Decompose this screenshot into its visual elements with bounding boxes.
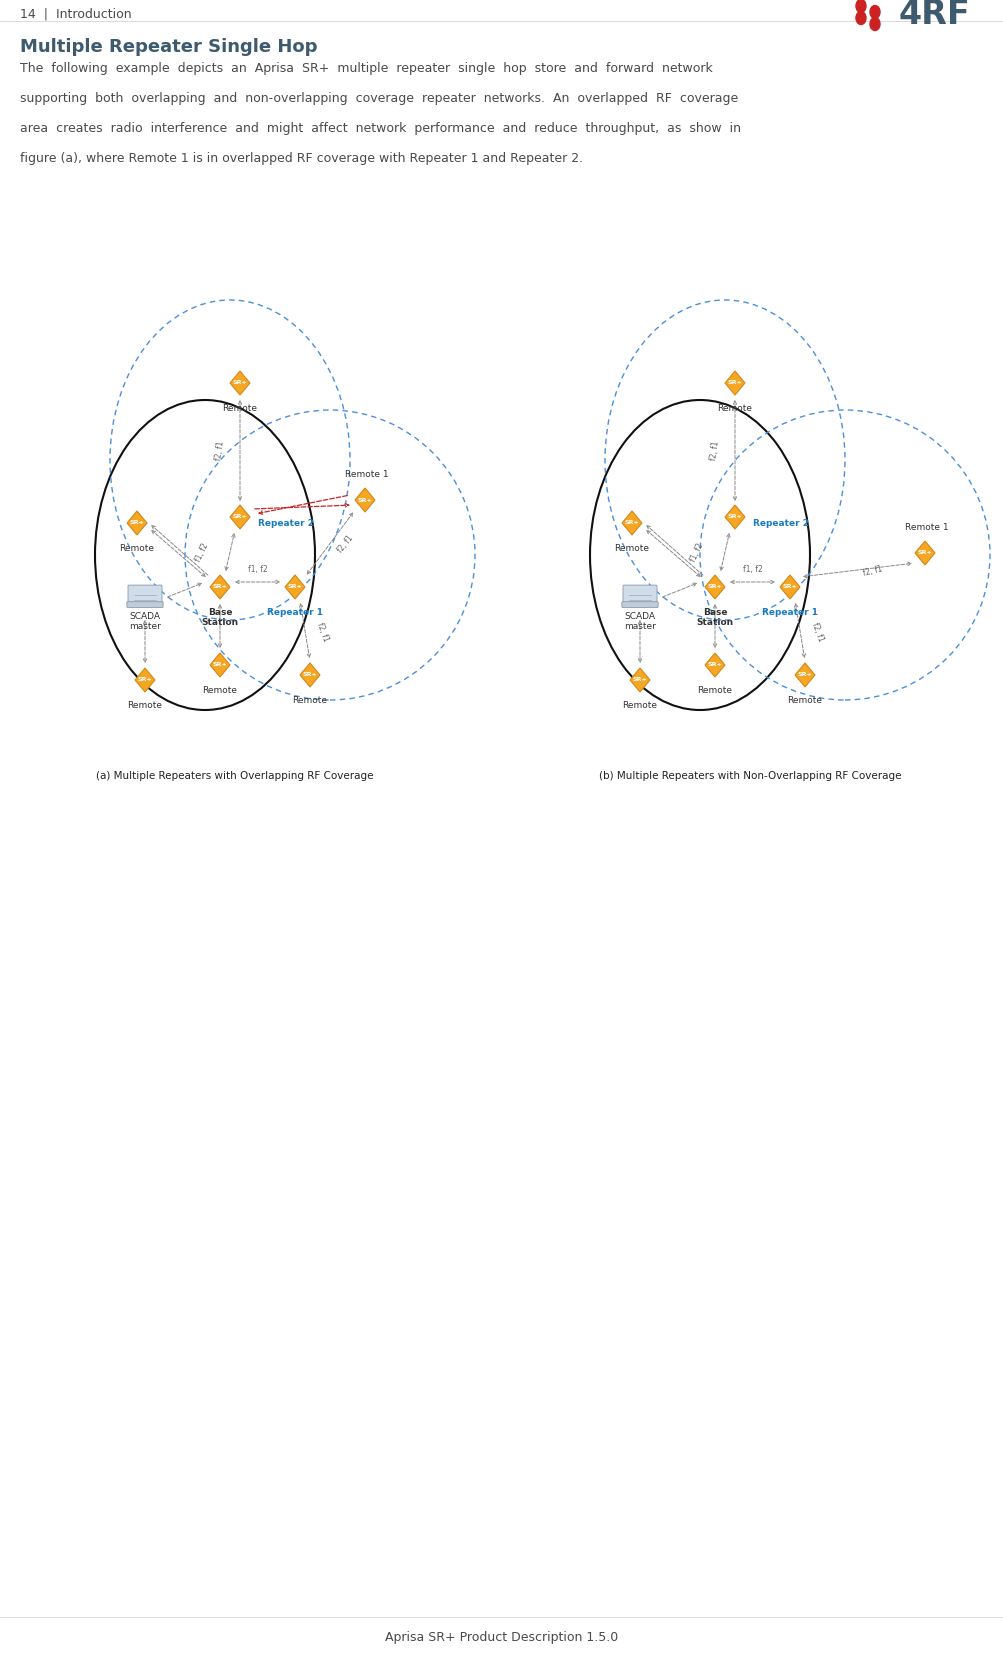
Polygon shape (134, 669, 154, 692)
Text: SR+: SR+ (707, 662, 721, 667)
Text: SR+: SR+ (727, 515, 741, 520)
Polygon shape (629, 669, 649, 692)
Text: SR+: SR+ (357, 496, 372, 501)
Text: (a) Multiple Repeaters with Overlapping RF Coverage: (a) Multiple Repeaters with Overlapping … (96, 771, 373, 781)
Text: figure (a), where Remote 1 is in overlapped RF coverage with Repeater 1 and Repe: figure (a), where Remote 1 is in overlap… (20, 152, 583, 166)
Text: SR+: SR+ (213, 662, 227, 667)
Polygon shape (355, 488, 375, 513)
Text: f2, f1: f2, f1 (335, 533, 354, 554)
Text: Remote: Remote (292, 695, 327, 705)
Text: 14  |  Introduction: 14 | Introduction (20, 8, 131, 22)
Text: Repeater 2: Repeater 2 (752, 518, 808, 528)
Text: SR+: SR+ (129, 520, 144, 525)
FancyBboxPatch shape (623, 586, 656, 604)
Text: SR+: SR+ (917, 549, 932, 554)
Text: Multiple Repeater Single Hop: Multiple Repeater Single Hop (20, 38, 317, 56)
Polygon shape (126, 511, 146, 536)
Polygon shape (230, 506, 250, 530)
Polygon shape (210, 654, 230, 677)
Text: Remote: Remote (786, 695, 821, 705)
Text: SR+: SR+ (707, 584, 721, 589)
Text: SR+: SR+ (624, 520, 639, 525)
Text: f1, f2: f1, f2 (742, 564, 761, 574)
Text: (b) Multiple Repeaters with Non-Overlapping RF Coverage: (b) Multiple Repeaters with Non-Overlapp… (598, 771, 901, 781)
Polygon shape (285, 576, 305, 599)
Polygon shape (794, 664, 814, 687)
Text: SR+: SR+ (233, 381, 247, 386)
Text: SCADA
master: SCADA master (129, 612, 160, 631)
Text: SR+: SR+ (233, 515, 247, 520)
Text: SR+: SR+ (796, 672, 811, 677)
Ellipse shape (870, 7, 879, 20)
Text: Remote: Remote (203, 685, 238, 695)
Text: supporting  both  overlapping  and  non-overlapping  coverage  repeater  network: supporting both overlapping and non-over… (20, 93, 737, 104)
FancyBboxPatch shape (127, 586, 161, 604)
Text: f1, f2: f1, f2 (688, 541, 704, 563)
Text: SR+: SR+ (632, 677, 647, 682)
Text: f2, f1: f2, f1 (861, 564, 883, 578)
Text: area  creates  radio  interference  and  might  affect  network  performance  an: area creates radio interference and migh… (20, 122, 740, 136)
Ellipse shape (856, 0, 866, 13)
Text: SR+: SR+ (137, 677, 152, 682)
Text: The  following  example  depicts  an  Aprisa  SR+  multiple  repeater  single  h: The following example depicts an Aprisa … (20, 61, 712, 74)
Text: f2, f1: f2, f1 (809, 621, 824, 642)
Text: Remote: Remote (223, 404, 257, 412)
Polygon shape (724, 506, 744, 530)
Text: SR+: SR+ (302, 672, 317, 677)
Polygon shape (914, 541, 934, 566)
Text: Base
Station: Base Station (202, 607, 239, 627)
Text: Remote: Remote (622, 700, 657, 710)
Text: f2, f1: f2, f1 (214, 440, 226, 462)
Text: f1, f2: f1, f2 (248, 564, 267, 574)
Text: Remote: Remote (614, 544, 649, 553)
Ellipse shape (856, 13, 866, 25)
Polygon shape (622, 511, 641, 536)
Text: Remote 1: Remote 1 (345, 470, 388, 478)
Text: SR+: SR+ (213, 584, 227, 589)
Text: f2, f1: f2, f1 (708, 440, 720, 462)
Text: Remote: Remote (697, 685, 732, 695)
Ellipse shape (870, 18, 879, 31)
Text: SR+: SR+ (727, 381, 741, 386)
Text: Base
Station: Base Station (696, 607, 733, 627)
FancyBboxPatch shape (126, 602, 162, 607)
Text: Aprisa SR+ Product Description 1.5.0: Aprisa SR+ Product Description 1.5.0 (385, 1630, 618, 1643)
FancyBboxPatch shape (621, 602, 657, 607)
Text: Remote 1: Remote 1 (905, 523, 948, 531)
Text: 4RF: 4RF (898, 0, 970, 30)
Polygon shape (230, 372, 250, 396)
Text: Remote: Remote (119, 544, 154, 553)
Text: Repeater 1: Repeater 1 (267, 607, 323, 617)
Text: Remote: Remote (717, 404, 752, 412)
Polygon shape (724, 372, 744, 396)
Text: Repeater 2: Repeater 2 (258, 518, 314, 528)
Text: SR+: SR+ (287, 584, 302, 589)
Polygon shape (300, 664, 320, 687)
Polygon shape (210, 576, 230, 599)
Polygon shape (704, 576, 724, 599)
Polygon shape (704, 654, 724, 677)
Text: f1, f2: f1, f2 (194, 541, 210, 563)
Text: SR+: SR+ (782, 584, 796, 589)
Text: f2, f1: f2, f1 (315, 621, 330, 642)
Text: Remote: Remote (127, 700, 162, 710)
Text: Repeater 1: Repeater 1 (761, 607, 817, 617)
Polygon shape (779, 576, 799, 599)
Text: SCADA
master: SCADA master (624, 612, 655, 631)
